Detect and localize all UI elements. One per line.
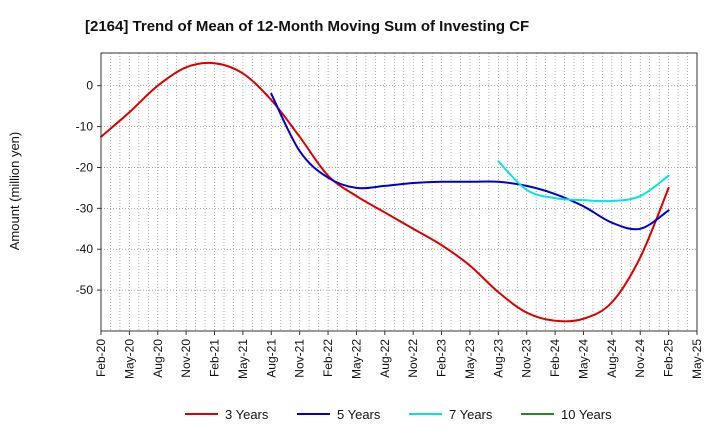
x-tick-label: May-22 (349, 339, 363, 379)
x-tick-label: Nov-24 (633, 339, 647, 378)
x-tick-label: Feb-25 (662, 339, 676, 377)
x-tick-label: May-24 (576, 339, 590, 379)
series-line-5-years (270, 92, 670, 231)
x-tick-label: Feb-21 (208, 339, 222, 377)
x-tick-label: Nov-22 (406, 339, 420, 378)
y-tick-label: -50 (76, 283, 94, 297)
x-tick-label: Nov-23 (520, 339, 534, 378)
grid (101, 53, 697, 331)
x-tick-label: May-25 (690, 339, 704, 379)
x-tick-label: Aug-23 (491, 339, 505, 378)
x-tick-label: May-23 (463, 339, 477, 379)
y-tick-labels: 0 -10 -20 -30 -40 -50 (76, 79, 101, 297)
legend-label: 5 Years (337, 407, 381, 422)
x-tick-label: Feb-20 (94, 339, 108, 377)
chart-title: [2164] Trend of Mean of 12-Month Moving … (85, 18, 529, 35)
x-tick-label: May-21 (236, 339, 250, 379)
x-tick-label: Feb-24 (548, 339, 562, 377)
x-tick-label: Aug-24 (605, 339, 619, 378)
x-tick-label: May-20 (122, 339, 136, 379)
legend-label: 10 Years (561, 407, 612, 422)
legend: 3 Years 5 Years 7 Years 10 Years (185, 407, 612, 422)
x-tick-label: Nov-20 (179, 339, 193, 378)
x-tick-label: Aug-21 (264, 339, 278, 378)
y-tick-label: -20 (76, 160, 94, 174)
plot-area (100, 52, 698, 332)
plot-background (101, 53, 697, 331)
x-tick-label: Nov-21 (293, 339, 307, 378)
y-tick-label: 0 (86, 79, 93, 93)
y-tick-label: -10 (76, 120, 94, 134)
x-tick-label: Feb-22 (321, 339, 335, 377)
plot-frame (100, 52, 698, 332)
series-line-7-years (497, 160, 670, 203)
y-tick-label: -40 (76, 242, 94, 256)
x-tick-label: Feb-23 (435, 339, 449, 377)
x-tick-label: Aug-20 (151, 339, 165, 378)
x-tick-labels: Feb-20 May-20 Aug-20 Nov-20 Feb-21 May-21 Aug-… (94, 331, 704, 379)
legend-label: 7 Years (449, 407, 493, 422)
series-layer (100, 61, 670, 323)
y-axis-label: Amount (million yen) (7, 132, 22, 251)
x-tick-label: Aug-22 (378, 339, 392, 378)
series-line-3-years (100, 61, 670, 323)
y-tick-label: -30 (76, 201, 94, 215)
legend-label: 3 Years (225, 407, 269, 422)
